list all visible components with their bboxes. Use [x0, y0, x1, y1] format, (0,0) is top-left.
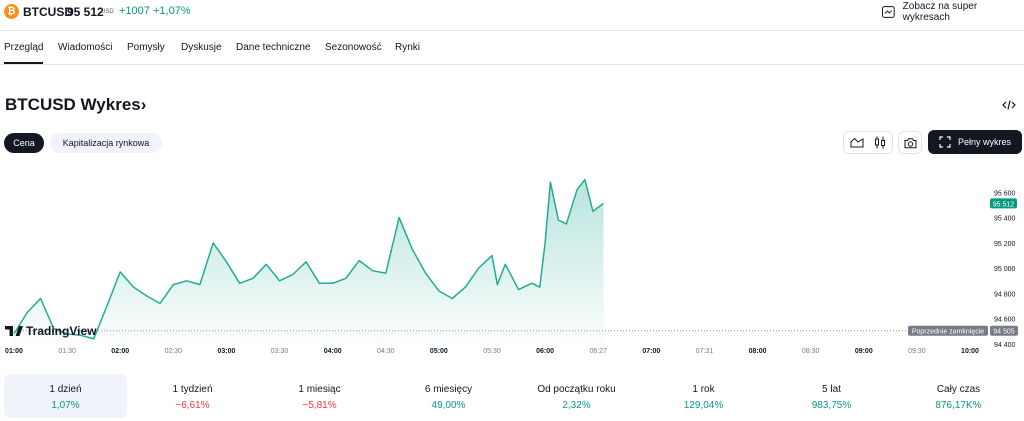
x-tick-label: 05:30 — [483, 348, 501, 355]
fullscreen-icon — [939, 136, 951, 148]
period-value: 983,75% — [811, 400, 852, 411]
period-ytd[interactable]: Od początku roku 2,32% — [515, 374, 638, 418]
full-chart-button[interactable]: Pełny wykres — [928, 130, 1022, 154]
area-chart-icon[interactable] — [850, 136, 864, 149]
current-price-tag — [990, 198, 1017, 209]
camera-icon — [904, 138, 917, 149]
x-tick-label: 08:30 — [802, 348, 820, 355]
x-tick-label: 04:30 — [377, 348, 395, 355]
x-tick-label: 09:30 — [908, 348, 926, 355]
tradingview-watermark: TradingView — [5, 324, 97, 338]
change-percent: +1,07% — [153, 5, 191, 17]
x-tick-label: 06:27 — [589, 348, 607, 355]
last-price: 95 512 — [67, 5, 104, 19]
x-tick-label: 04:00 — [324, 348, 342, 355]
y-tick-label: 95 600 — [994, 190, 1016, 197]
snapshot-button[interactable] — [898, 131, 922, 154]
previous-close-value-tag — [990, 325, 1018, 336]
period-label: 1 dzień — [49, 384, 82, 395]
period-1m[interactable]: 1 miesiąc −5,81% — [258, 374, 381, 418]
previous-close-value: 94 505 — [993, 329, 1015, 336]
tab-seasonality[interactable]: Sezonowość — [325, 42, 382, 53]
period-1w[interactable]: 1 tydzień −6,61% — [131, 374, 254, 418]
x-tick-label: 01:00 — [5, 348, 23, 355]
period-label: 1 miesiąc — [298, 384, 341, 395]
full-chart-label: Pełny wykres — [957, 137, 1011, 147]
period-value: 876,17K% — [935, 400, 982, 411]
period-value: 129,04% — [683, 400, 724, 411]
tab-news[interactable]: Wiadomości — [58, 42, 113, 53]
period-label: Od początku roku — [537, 384, 616, 395]
tab-markets[interactable]: Rynki — [395, 42, 421, 53]
period-6m[interactable]: 6 miesięcy 49,00% — [387, 374, 510, 418]
x-tick-label: 02:30 — [165, 348, 183, 355]
chart-title: BTCUSD Wykres — [5, 95, 141, 114]
previous-close-text: Poprzednie zamknięcie — [912, 329, 984, 336]
candlestick-icon[interactable] — [873, 136, 887, 149]
period-label: Cały czas — [936, 384, 981, 395]
performance-periods: 1 dzień 1,07% 1 tydzień −6,61% 1 miesiąc… — [0, 374, 1024, 420]
tab-discussions[interactable]: Dyskusje — [181, 42, 222, 53]
tab-technicals[interactable]: Dane techniczne — [236, 42, 311, 53]
period-1d[interactable]: 1 dzień 1,07% — [4, 374, 127, 418]
period-all[interactable]: Cały czas 876,17K% — [897, 374, 1020, 418]
x-tick-label: 03:00 — [217, 348, 235, 355]
price-line — [13, 178, 604, 340]
tabs-divider — [0, 64, 1024, 65]
super-charts-label: Zobacz na super wykresach — [902, 1, 978, 23]
y-tick-label: 95 000 — [994, 266, 1016, 273]
x-tick-label: 05:00 — [430, 348, 448, 355]
x-tick-label: 06:00 — [536, 348, 554, 355]
change-absolute: +1007 — [119, 5, 150, 17]
period-value: 2,32% — [562, 400, 591, 411]
market-cap-filter-button[interactable]: Kapitalizacja rynkowa — [50, 133, 162, 153]
tab-overview[interactable]: Przegląd — [4, 42, 44, 64]
previous-close-tag — [908, 325, 988, 336]
period-1y[interactable]: 1 rok 129,04% — [642, 374, 765, 418]
chart-square-icon — [882, 6, 895, 18]
tab-ideas[interactable]: Pomysły — [127, 42, 165, 53]
x-tick-label: 03:30 — [271, 348, 289, 355]
period-5y[interactable]: 5 lat 983,75% — [770, 374, 893, 418]
period-value: −6,61% — [175, 400, 210, 411]
watermark-text: TradingView — [26, 324, 97, 338]
period-value: 49,00% — [431, 400, 466, 411]
x-tick-label: 02:00 — [111, 348, 129, 355]
period-label: 6 miesięcy — [424, 384, 473, 395]
price-chart[interactable]: Poprzednie zamknięcie 94 505 95 600 95 400 9… — [0, 160, 1024, 360]
symbol-header: ₿ BTCUSD 95 512 USD +1007 +1,07% Zobacz … — [0, 0, 1024, 24]
bitcoin-icon: ₿ — [4, 4, 19, 19]
chart-title-link[interactable]: BTCUSD Wykres› — [5, 95, 146, 115]
chart-style-switcher — [843, 131, 893, 154]
super-charts-link[interactable]: Zobacz na super wykresach — [882, 1, 1024, 23]
tradingview-logo — [5, 326, 23, 336]
x-tick-label: 09:00 — [855, 348, 873, 355]
symbol-name: BTCUSD — [23, 5, 73, 19]
period-label: 1 tydzień — [172, 384, 213, 395]
period-value: 1,07% — [51, 400, 80, 411]
price-filter-button[interactable]: Cena — [4, 133, 44, 153]
x-tick-label: 08:00 — [749, 348, 767, 355]
y-tick-label: 94 600 — [994, 317, 1016, 324]
y-tick-label: 95 200 — [994, 241, 1016, 248]
y-tick-label: 95 400 — [994, 216, 1016, 223]
period-value: −5,81% — [302, 400, 337, 411]
x-tick-label: 01:30 — [58, 348, 76, 355]
x-tick-label: 10:00 — [961, 348, 979, 355]
current-price-label: 95 512 — [993, 201, 1015, 208]
period-label: 1 rok — [692, 384, 715, 395]
code-embed-icon[interactable] — [1002, 99, 1016, 111]
x-tick-label: 07:31 — [696, 348, 714, 355]
price-currency: USD — [101, 9, 114, 15]
y-tick-label: 94 800 — [994, 291, 1016, 298]
period-label: 5 lat — [822, 384, 841, 395]
y-tick-label: 94 400 — [994, 342, 1016, 349]
chevron-right-icon: › — [140, 95, 147, 114]
x-tick-label: 07:00 — [642, 348, 660, 355]
header-divider — [0, 30, 1024, 31]
